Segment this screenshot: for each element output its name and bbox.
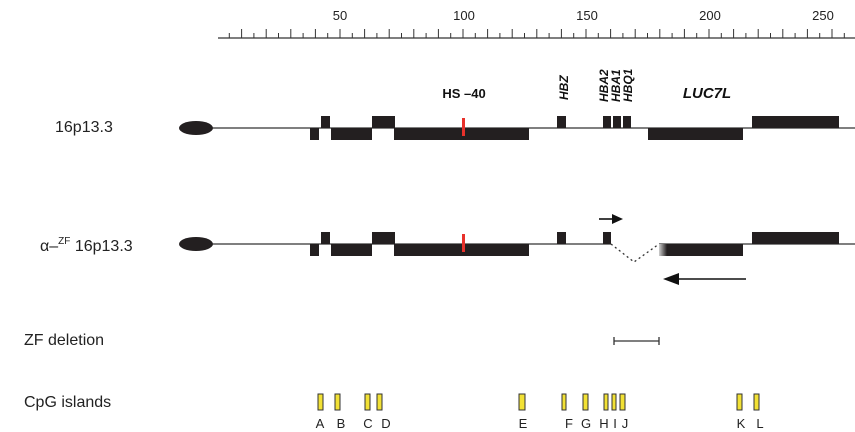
cpg-island-f	[561, 393, 567, 411]
normal-telomere	[179, 121, 213, 135]
ruler-label-250: 250	[812, 8, 834, 23]
cpg-letter-k: K	[737, 416, 746, 431]
zf-deletion-label: ZF deletion	[24, 332, 104, 349]
cpg-letter-d: D	[381, 416, 390, 431]
hs40-marker	[462, 118, 465, 136]
cpg-island-i	[611, 393, 617, 411]
hba1-block	[613, 116, 621, 128]
deletion-junction	[610, 243, 660, 263]
luc7l-label: LUC7L	[683, 85, 731, 102]
mutant-gene-block	[331, 244, 372, 256]
cpg-island-letters: A B C D E F G H I J K L	[316, 416, 764, 431]
cpg-island-l	[753, 393, 760, 411]
hba2-direction-arrow-head	[612, 214, 623, 224]
cpg-letter-b: B	[337, 416, 346, 431]
mutant-label-sup: ZF	[58, 236, 70, 247]
cpg-letter-g: G	[581, 416, 591, 431]
cpg-letter-f: F	[565, 416, 573, 431]
cpg-island-b	[334, 393, 341, 411]
mutant-label-suffix: 16p13.3	[70, 238, 132, 255]
cpg-island-markers	[317, 393, 760, 411]
cpg-island-k	[736, 393, 743, 411]
mutant-hba2-remnant	[603, 232, 611, 244]
normal-gene-block	[394, 128, 529, 140]
mutant-hbz-block	[557, 232, 566, 244]
normal-gene-block	[321, 116, 330, 128]
hbz-label: HBZ	[557, 75, 571, 100]
cpg-letter-h: H	[599, 416, 608, 431]
mutant-telomere	[179, 237, 213, 251]
cpg-island-j	[619, 393, 626, 411]
cpg-islands-label: CpG islands	[24, 394, 111, 411]
hba1-label: HBA1	[609, 69, 623, 102]
mutant-gene-block	[372, 232, 395, 244]
luc7l-direction-arrow-head	[663, 273, 679, 285]
mutant-gene-block	[394, 244, 529, 256]
ruler-label-200: 200	[699, 8, 721, 23]
luc7l-truncated-fade	[659, 244, 667, 256]
cpg-island-h	[603, 393, 609, 411]
cpg-island-g	[582, 393, 589, 411]
coordinate-ruler: 50 100 150 200 250	[218, 8, 855, 39]
normal-gene-block	[331, 128, 372, 140]
cpg-island-a	[317, 393, 324, 411]
mutant-chromosome-label: α–ZF 16p13.3	[40, 236, 133, 255]
cpg-letter-c: C	[363, 416, 372, 431]
zf-deletion-span	[613, 337, 660, 345]
hba2-block	[603, 116, 611, 128]
cpg-island-c	[364, 393, 371, 411]
mutant-gene-block	[310, 244, 319, 256]
cpg-letter-e: E	[519, 416, 528, 431]
hbz-block	[557, 116, 566, 128]
ruler-label-100: 100	[453, 8, 475, 23]
normal-gene-block	[752, 116, 839, 128]
luc7l-block	[648, 128, 743, 140]
mutant-gene-block	[752, 232, 839, 244]
ruler-label-150: 150	[576, 8, 598, 23]
mutant-label-prefix: α–	[40, 238, 58, 255]
cpg-letter-l: L	[756, 416, 763, 431]
hba2-label: HBA2	[597, 69, 611, 102]
mutant-hs40-marker	[462, 234, 465, 252]
cpg-letter-i: I	[613, 416, 617, 431]
cpg-island-d	[376, 393, 383, 411]
hs40-label: HS –40	[442, 86, 485, 101]
normal-gene-block	[372, 116, 395, 128]
ruler-label-50: 50	[333, 8, 347, 23]
mutant-gene-block	[321, 232, 330, 244]
normal-gene-block	[310, 128, 319, 140]
gene-annotations: HS –40 HBZ HBA2 HBA1 HBQ1 LUC7L	[442, 68, 731, 102]
hbq1-label: HBQ1	[621, 68, 635, 102]
cpg-letter-a: A	[316, 416, 325, 431]
normal-locus-track	[179, 116, 855, 140]
luc7l-truncated-block	[667, 244, 743, 256]
mutant-locus-track	[179, 214, 855, 285]
hbq1-block	[623, 116, 631, 128]
ruler-ticks	[228, 29, 845, 38]
cpg-island-e	[518, 393, 526, 411]
cpg-letter-j: J	[622, 416, 629, 431]
normal-chromosome-label: 16p13.3	[55, 119, 113, 136]
